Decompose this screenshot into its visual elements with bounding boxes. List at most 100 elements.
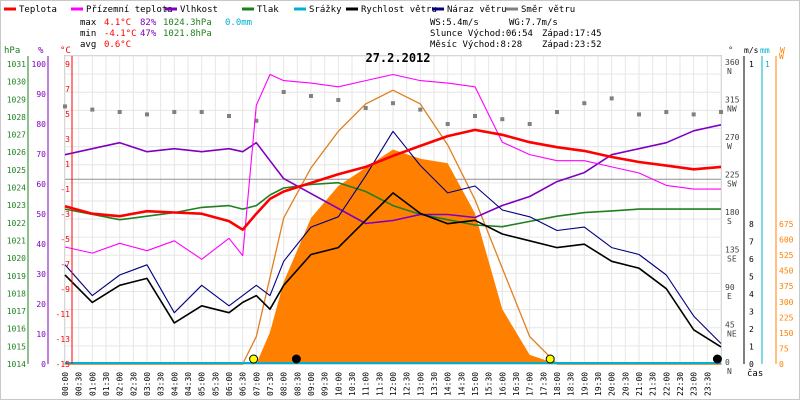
pressure-tick: 1024 <box>7 184 26 193</box>
temperature-unit: °C <box>60 46 71 56</box>
x-tick: 10:30 <box>348 372 357 396</box>
stats-block: max 4.1°C 82% 1024.3hPa 0.0mm min -4.1°C 47% 102… <box>80 18 602 50</box>
wind-direction-point <box>391 101 395 106</box>
stat-max-label: max <box>80 18 97 28</box>
direction-tick-label: S <box>727 217 732 226</box>
legend-label: Teplota <box>19 5 57 15</box>
wind-direction-point <box>254 118 259 123</box>
stat-min-label: min <box>80 29 96 39</box>
x-tick: 06:00 <box>225 372 234 396</box>
x-tick: 09:30 <box>321 372 330 396</box>
wind-direction-point <box>473 114 477 118</box>
x-tick: 22:00 <box>662 372 671 396</box>
x-tick: 11:00 <box>362 372 371 396</box>
pressure-tick: 1014 <box>7 360 26 369</box>
solar-radiation-area <box>65 149 721 364</box>
temperature-tick: 1 <box>65 160 70 169</box>
stat-wind-speed: WS:5.4m/s <box>430 18 479 28</box>
direction-tick: 135 <box>725 246 740 255</box>
legend-label: Tlak <box>257 5 279 15</box>
x-tick: 15:00 <box>471 372 480 396</box>
axes: 1031103010291028102710261025102410231022… <box>4 46 794 396</box>
x-tick: 22:30 <box>676 372 685 396</box>
pressure-tick: 1022 <box>7 219 26 228</box>
humidity-tick: 0 <box>41 360 46 369</box>
pressure-tick: 1019 <box>7 272 26 281</box>
pressure-unit: hPa <box>4 46 20 56</box>
wind-direction-point <box>691 112 696 117</box>
x-tick: 07:00 <box>252 372 261 396</box>
wind-speed-tick: 7 <box>749 238 754 247</box>
wind-direction-point <box>145 112 149 117</box>
line-series <box>63 73 723 364</box>
humidity-tick: 10 <box>36 330 46 339</box>
ground-temperature-line <box>64 73 721 260</box>
wind-direction-point <box>719 110 723 114</box>
x-tick: 05:30 <box>211 372 220 396</box>
x-tick: 00:30 <box>75 372 84 396</box>
wind-speed-tick: 0 <box>749 360 754 369</box>
wind-speed-tick: 6 <box>749 255 754 264</box>
x-tick: 21:00 <box>635 372 644 396</box>
rain-unit: mm <box>760 46 770 55</box>
pressure-tick: 1028 <box>7 113 26 122</box>
temperature-tick: 9 <box>65 60 70 69</box>
temperature-tick: -1 <box>60 185 70 194</box>
x-tick: 12:30 <box>403 372 412 396</box>
legend-label: Přízemní teplota <box>86 5 173 15</box>
x-tick: 18:30 <box>567 372 576 396</box>
wind-direction-point <box>172 110 177 114</box>
stat-max-humidity: 82% <box>140 18 157 28</box>
x-tick: 07:30 <box>266 372 275 396</box>
wind-direction-point <box>63 104 67 109</box>
stat-max-rain: 0.0mm <box>225 18 252 28</box>
direction-tick: 45 <box>725 321 735 330</box>
wind-direction-point <box>281 90 286 94</box>
x-tick: 16:00 <box>498 372 507 396</box>
x-tick: 08:00 <box>280 372 289 396</box>
wind-speed-tick: 5 <box>749 273 754 282</box>
x-tick: 12:00 <box>389 372 398 396</box>
temperature-tick: 5 <box>65 110 70 119</box>
wind-speed-tick: 3 <box>749 308 754 317</box>
x-tick: 03:00 <box>143 372 152 396</box>
direction-tick: 315 <box>725 96 740 105</box>
temperature-tick: -3 <box>60 210 70 219</box>
stat-wind-gust: WG:7.7m/s <box>509 18 558 28</box>
pressure-tick: 1029 <box>7 95 26 104</box>
legend-label: Náraz větru <box>447 5 507 15</box>
pressure-tick: 1030 <box>7 78 26 87</box>
temperature-tick: -11 <box>56 310 71 319</box>
wind-direction-point <box>664 110 669 114</box>
wind-direction-point <box>363 106 368 110</box>
moonset-marker <box>712 354 722 364</box>
wind-speed-tick: 8 <box>749 220 754 229</box>
humidity-unit: % <box>38 46 44 56</box>
x-tick: 04:00 <box>170 372 179 396</box>
pressure-tick: 1016 <box>7 325 26 334</box>
wind-speed-tick: 4 <box>749 290 754 299</box>
wind-speed-tick: 2 <box>749 325 754 334</box>
direction-tick-label: N <box>727 67 732 76</box>
humidity-tick: 90 <box>36 90 46 99</box>
solar-tick: 75 <box>779 344 789 353</box>
temperature-line <box>64 128 722 231</box>
direction-tick-label: SE <box>727 255 737 264</box>
wind-speed-unit: m/s <box>744 46 759 55</box>
legend-label: Vlhkost <box>180 5 218 15</box>
wind-direction-point <box>309 94 313 98</box>
solar-tick: 675 <box>779 220 794 229</box>
solar-tick: 450 <box>779 267 794 276</box>
sunset-marker <box>545 354 555 364</box>
x-tick: 16:30 <box>512 372 521 396</box>
sunrise-marker <box>249 354 259 364</box>
wind-direction-point <box>609 96 614 101</box>
wind-speed-line <box>64 192 722 348</box>
direction-tick: 270 <box>725 133 740 142</box>
solar-tick: 525 <box>779 251 794 260</box>
solar-tick: W <box>779 52 784 61</box>
wind-direction-point <box>199 110 204 114</box>
moonrise-marker <box>291 354 301 364</box>
wind-direction-point <box>227 114 231 118</box>
